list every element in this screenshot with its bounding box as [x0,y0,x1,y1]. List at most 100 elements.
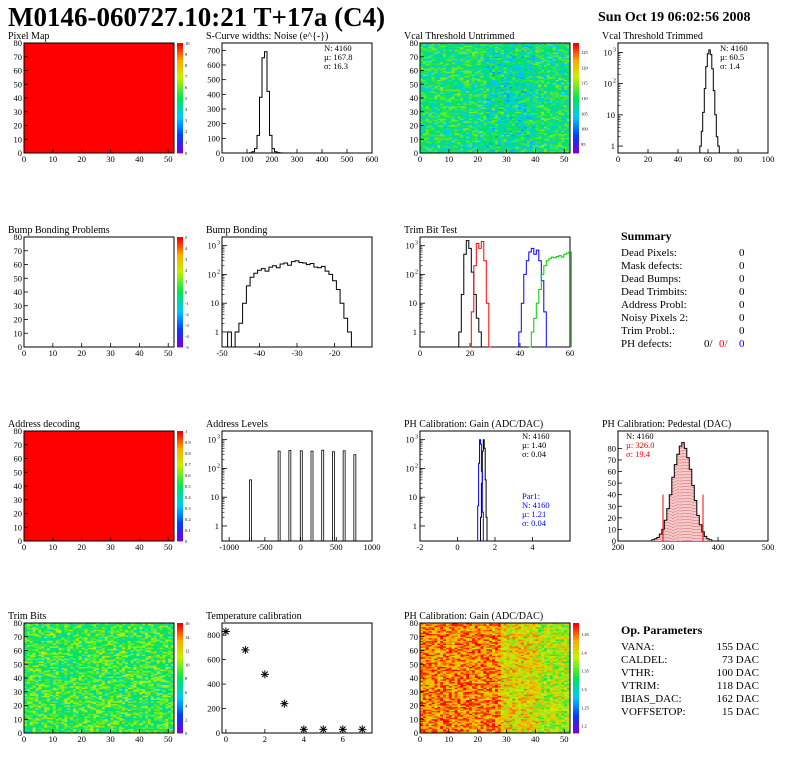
x-tick-label: 2 [493,542,497,552]
x-tick-label: 20 [473,154,482,164]
y-tick-label: 10 [604,47,613,57]
summary-label: Dead Trimbits: [621,286,688,298]
panel-temperature: Temperature calibration 0 2 4 6 0 200 400 600 800 [204,610,394,755]
x-tick-label: 600 [366,154,379,164]
chart-title: PH Calibration: Gain (ADC/DAC) [404,611,543,622]
panel-address-decoding: Address decoding 0 0.1 0.2 0.3 0.4 0.5 0.6 0.7 0.… [6,418,196,563]
chart-pixel-map: Pixel Map 0 1 2 3 4 5 6 7 8 9 10 0 10 20 30 40 50 0 10 20 30 4… [8,31,190,164]
y-tick-label: 40 [410,93,419,103]
summary-label: Address Probl: [621,299,687,311]
colour-scale-tick: 4 [185,704,188,709]
y-tick-label: 1 [215,327,219,337]
scatter-point [299,725,308,734]
chart-title: Bump Bonding Problems [8,225,110,236]
summary-row: Mask defects: 0 [621,260,751,273]
y-tick-label: 10 [208,435,217,445]
y-tick-label: 20 [14,701,23,711]
level-bar [288,450,292,542]
colour-scale [177,237,183,348]
summary-value: 0 [739,273,745,285]
colour-scale-tick: 0.4 [185,495,191,500]
y-tick-label: 200 [207,119,220,129]
x-tick-label: 2 [263,734,267,744]
x-tick-label: 0 [418,348,422,358]
chart-noise: S-Curve widths: Noise (e^{-}) 0 100 200 300 4… [206,31,379,164]
y-tick-label: 20 [14,509,23,519]
x-tick-label: 20 [466,348,475,358]
y-tick-exponent: 3 [217,241,220,247]
colour-scale-tick: 125 [581,50,589,55]
colour-scale-tick: 6 [185,690,188,695]
histogram-bar [674,464,677,541]
x-tick-label: 10 [49,542,58,552]
y-tick-label: 70 [14,52,23,62]
x-tick-label: 200 [266,154,279,164]
y-tick-label: 40 [14,481,23,491]
panel-noise: S-Curve widths: Noise (e^{-}) 0 100 200 300 4… [204,30,394,175]
chart-title: PH Calibration: Pedestal (DAC) [602,419,731,430]
x-tick-label: 0 [22,734,26,744]
x-tick-label: 30 [106,348,115,358]
y-tick-label: 70 [14,440,23,450]
x-tick-label: 0 [22,348,26,358]
x-tick-label: 0 [418,154,422,164]
x-tick-label: 20 [77,542,86,552]
heatmap-cells [420,623,571,734]
y-tick-label: 10 [410,714,419,724]
summary-value: 0 [739,286,745,298]
y-tick-label: 1 [413,521,417,531]
y-tick-label: 600 [207,655,220,665]
x-tick-label: 50 [560,154,569,164]
colour-scale-tick: 4 [185,107,188,112]
histogram-bar [709,539,712,541]
y-tick-label: 60 [608,467,617,477]
summary-label: Noisy Pixels 2: [621,312,689,324]
colour-scale [177,43,183,154]
level-bar [342,450,346,542]
chart-title: Vcal Threshold Trimmed [602,31,703,42]
colour-scale-tick: 8 [185,63,188,68]
y-tick-label: 50 [410,659,419,669]
colour-scale-tick: 1.2 [581,724,587,729]
y-tick-exponent: 2 [217,463,220,469]
plot-frame [23,236,175,348]
y-tick-label: 10 [211,298,220,308]
op-param-value: 118 DAC [716,680,759,692]
x-tick-label: -2 [416,542,423,552]
x-tick-label: 0 [224,734,228,744]
y-tick-label: 60 [410,646,419,656]
x-tick-label: 400 [712,542,725,552]
x-tick-label: 0 [616,154,620,164]
x-tick-label: 100 [762,154,775,164]
y-tick-label: 40 [14,673,23,683]
x-tick-label: 20 [77,154,86,164]
y-tick-label: 1 [611,141,615,151]
y-tick-exponent: 3 [613,47,616,53]
y-tick-label: 700 [207,45,220,55]
histogram-bar [696,515,700,541]
panel-ph-gain-map: PH Calibration: Gain (ADC/DAC) 1.2 1.25 1.3… [402,610,592,755]
summary-label: Trim Probl.: [621,325,676,337]
x-tick-label: 40 [135,542,144,552]
op-params-rows: VANA: 155 DAC CALDEL: 73 DAC VTHR: 100 DAC VTR… [621,641,761,719]
op-param-label: IBIAS_DAC: [621,693,682,705]
y-tick-label: 10 [14,134,23,144]
y-tick-label: 20 [14,315,23,325]
heatmap-fill [24,431,174,541]
x-tick-label: 20 [473,734,482,744]
y-tick-label: 80 [608,443,617,453]
stats-entry: σ: 19.4 [626,449,651,459]
y-tick-label: 0 [18,728,22,738]
y-tick-label: 10 [409,298,418,308]
y-tick-label: 20 [14,121,23,131]
level-bar [277,450,281,542]
histogram-line [651,442,713,541]
x-tick-label: 10 [445,154,454,164]
histogram-bar [681,442,685,541]
colour-scale-tick: 0.9 [185,440,191,445]
y-tick-label: 80 [410,618,419,628]
panel-trim-bits: Trim Bits 0 2 4 6 8 10 12 14 16 0 10 20 30 40 50 0 10 20 30… [6,610,196,755]
colour-scale-tick: -1 [185,301,189,306]
y-tick-label: 50 [14,659,23,669]
